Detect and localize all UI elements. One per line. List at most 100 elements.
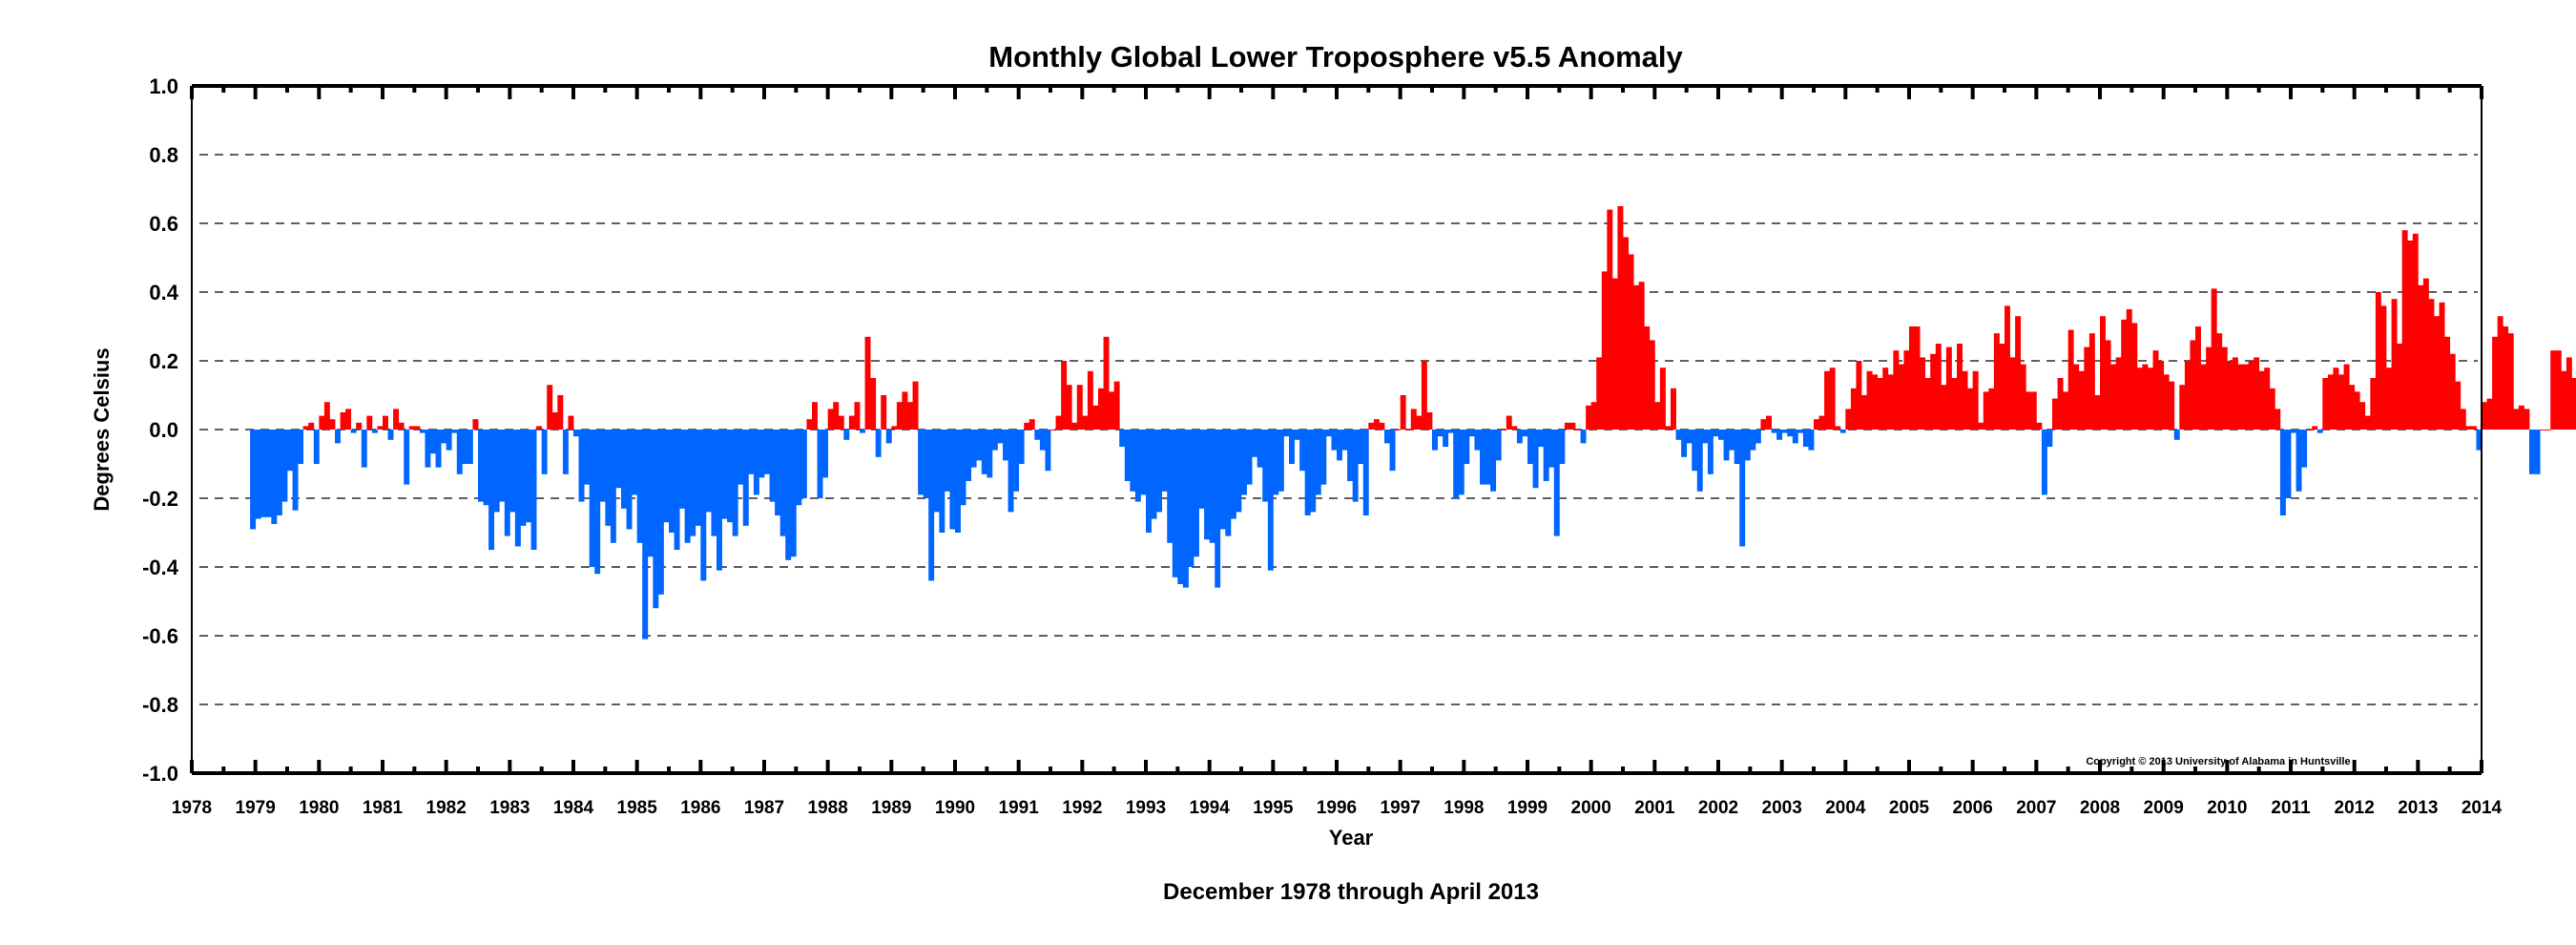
data-bar <box>2434 316 2440 430</box>
data-bar <box>812 402 818 430</box>
data-bar <box>2115 357 2122 430</box>
data-bar <box>2301 430 2308 468</box>
data-bar <box>1713 430 1719 437</box>
data-bar <box>2084 346 2090 430</box>
data-bar <box>737 430 744 485</box>
data-bar <box>1569 422 1576 430</box>
data-bar <box>419 430 426 433</box>
data-bar <box>1341 430 1348 451</box>
x-tick-label: 1990 <box>935 798 975 818</box>
x-tick-label: 1982 <box>426 798 467 818</box>
data-bar <box>939 430 945 533</box>
data-bar <box>690 430 696 536</box>
data-bar <box>875 430 882 457</box>
data-bar <box>2211 288 2217 430</box>
data-bar <box>1909 326 1915 430</box>
data-bar <box>335 430 341 444</box>
x-tick-labels: 1978 1979 1980 1981 1982 1983 1984 1985 1986 1987… <box>172 798 2503 818</box>
data-bar <box>1453 430 1460 498</box>
data-bar <box>806 419 813 430</box>
data-bar <box>2449 353 2456 430</box>
data-bar <box>551 412 558 430</box>
data-bar <box>2391 299 2398 430</box>
data-bar <box>2009 357 2016 430</box>
data-bar <box>1962 370 1968 430</box>
data-bar <box>790 430 797 557</box>
data-bar <box>1443 430 1449 447</box>
data-bar <box>2460 409 2466 430</box>
data-bar <box>2397 344 2403 430</box>
data-bar <box>610 430 616 543</box>
data-bar <box>717 430 722 571</box>
data-bar <box>891 426 898 430</box>
data-bar <box>1914 326 1921 430</box>
data-bar <box>2524 409 2530 430</box>
data-bar <box>2100 316 2106 430</box>
data-bar <box>1808 430 1815 451</box>
data-bar <box>2455 381 2462 430</box>
data-bar <box>1755 430 1761 444</box>
data-bar <box>383 415 388 430</box>
data-bar <box>530 430 537 550</box>
data-bar <box>933 430 940 513</box>
data-bar <box>2529 430 2535 474</box>
data-bar <box>2067 329 2074 430</box>
data-bar <box>1468 430 1475 437</box>
data-bar <box>1935 344 1942 430</box>
data-bar <box>329 419 336 430</box>
data-bar <box>679 430 686 509</box>
data-bar <box>1410 409 1417 430</box>
data-bar <box>1675 430 1682 440</box>
data-bar <box>2169 381 2175 430</box>
x-tick-label: 2014 <box>2462 798 2503 818</box>
data-bar <box>260 430 267 517</box>
data-bar <box>393 409 400 430</box>
data-bar <box>860 430 865 433</box>
data-bar <box>976 430 983 461</box>
data-bar <box>1638 282 1645 430</box>
data-bar <box>541 430 548 474</box>
data-bar <box>1818 415 1825 430</box>
data-bar <box>1262 430 1269 502</box>
x-tick-label: 2008 <box>2080 798 2120 818</box>
data-bar <box>1194 430 1199 557</box>
data-bar <box>1707 430 1714 474</box>
bars <box>250 206 2576 640</box>
data-bar <box>632 430 638 495</box>
data-bar <box>371 430 378 433</box>
data-bar <box>1967 388 1974 430</box>
data-bar <box>1140 430 1147 495</box>
data-bar <box>2005 305 2010 430</box>
data-bar <box>949 430 956 530</box>
x-tick-label: 2002 <box>1698 798 1738 818</box>
data-bar <box>1850 388 1857 430</box>
data-bar <box>2349 385 2356 430</box>
data-bar <box>1920 357 1926 430</box>
y-tick-label: -0.4 <box>142 556 179 579</box>
data-bar <box>2359 402 2366 430</box>
data-bar <box>1511 426 1518 430</box>
data-bar <box>1802 430 1809 447</box>
axes <box>190 84 2483 775</box>
data-bar <box>987 430 993 478</box>
data-bar <box>674 430 680 550</box>
data-bar <box>1246 430 1253 485</box>
x-tick-label: 2003 <box>1762 798 1802 818</box>
data-bar <box>2380 305 2387 430</box>
data-bar <box>589 430 595 567</box>
data-bar <box>1358 430 1364 464</box>
data-bar <box>356 422 363 430</box>
data-bar <box>2041 430 2047 495</box>
data-bar <box>960 430 966 506</box>
data-bar <box>2078 370 2085 430</box>
data-bar <box>1325 430 1332 437</box>
data-bar <box>1008 430 1014 513</box>
data-bar <box>1066 385 1072 430</box>
data-bar <box>1824 370 1831 430</box>
data-bar <box>2412 233 2419 430</box>
data-bar <box>1204 430 1211 540</box>
data-bar <box>2020 364 2026 430</box>
data-bar <box>663 430 670 523</box>
y-tick-label: -0.6 <box>142 624 178 648</box>
data-bar <box>902 391 908 430</box>
